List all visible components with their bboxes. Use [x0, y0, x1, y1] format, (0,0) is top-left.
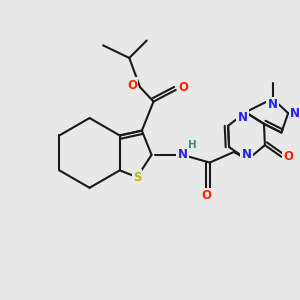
Text: N: N [290, 107, 300, 120]
Text: H: H [188, 140, 197, 150]
Text: S: S [133, 171, 141, 184]
Text: O: O [283, 150, 293, 163]
Text: N: N [238, 111, 248, 124]
Text: O: O [127, 79, 137, 92]
Text: O: O [178, 82, 188, 94]
Text: N: N [268, 98, 278, 111]
Text: N: N [178, 148, 188, 161]
Text: O: O [202, 189, 212, 202]
Text: N: N [242, 148, 251, 161]
